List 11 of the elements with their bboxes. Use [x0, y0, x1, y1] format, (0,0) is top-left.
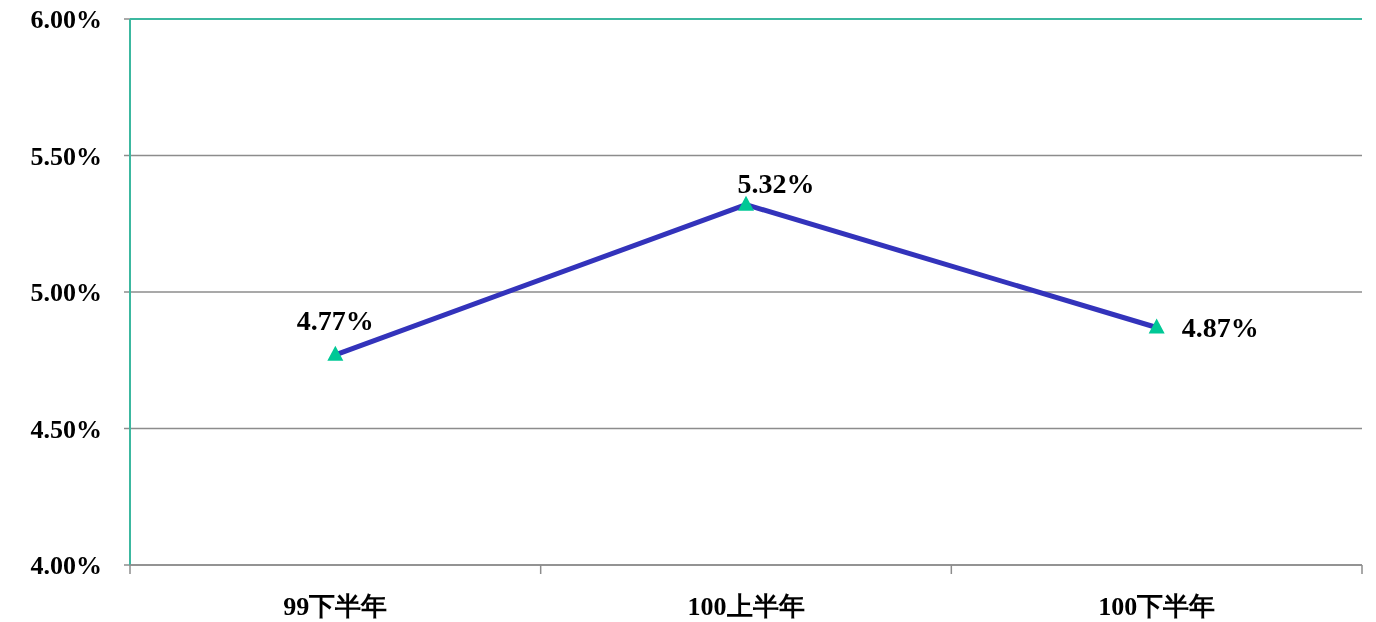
y-tick-label: 4.00%	[30, 551, 102, 580]
data-label: 5.32%	[737, 167, 815, 199]
y-tick-label: 6.00%	[30, 5, 102, 34]
x-tick-label: 100上半年	[687, 592, 805, 621]
y-tick-label: 5.00%	[30, 278, 102, 307]
y-tick-label: 5.50%	[30, 141, 102, 171]
x-tick-label: 99下半年	[283, 592, 388, 621]
y-tick-label: 4.50%	[30, 414, 102, 444]
data-label: 4.87%	[1181, 312, 1259, 344]
data-label: 4.77%	[296, 304, 374, 336]
x-tick-label: 100下半年	[1098, 592, 1216, 621]
